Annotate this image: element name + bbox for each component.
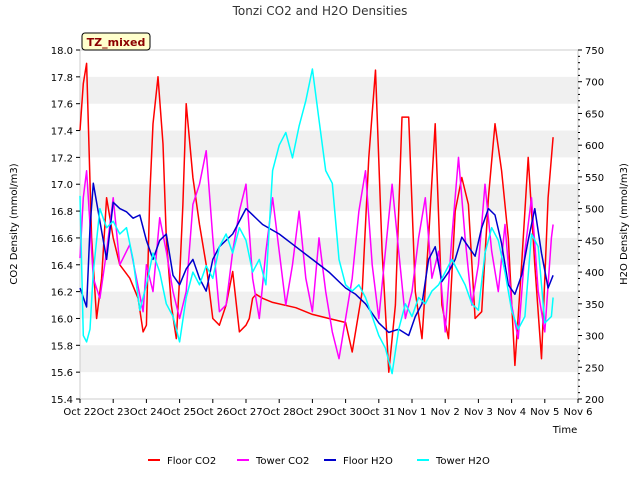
- y-right-tick-label: 300: [585, 332, 604, 343]
- y-left-tick-label: 17.6: [51, 100, 73, 111]
- y-right-tick-label: 250: [585, 363, 604, 374]
- y-axis-left-title: CO2 Density (mmol/m3): [9, 163, 20, 284]
- site-badge: TZ_mixed: [81, 32, 151, 51]
- y-left-tick-label: 15.8: [51, 341, 73, 352]
- x-tick-label: Nov 2: [431, 407, 460, 418]
- series-line-floor-h2o: [79, 182, 554, 337]
- y-left-tick-label: 15.6: [51, 368, 73, 379]
- y-right-tick-label: 600: [585, 141, 604, 152]
- x-tick-label: Oct 31: [362, 407, 395, 418]
- site-badge-box: [81, 32, 151, 51]
- x-tick-label: Oct 27: [229, 407, 262, 418]
- y-right-tick-label: 350: [585, 300, 604, 311]
- x-tick-label: Nov 3: [464, 407, 493, 418]
- x-tick-label: Oct 24: [130, 407, 163, 418]
- y-left-tick-label: 17.2: [51, 153, 73, 164]
- x-tick-label: Nov 4: [497, 407, 526, 418]
- y-right-tick-label: 700: [585, 78, 604, 89]
- y-right-tick-label: 650: [585, 109, 604, 120]
- x-tick-label: Oct 28: [263, 407, 296, 418]
- grid-band: [80, 184, 578, 212]
- y-axis-right-title: H2O Density (mmol/m3): [619, 163, 630, 285]
- y-left-tick-label: 16.2: [51, 288, 73, 299]
- y-left-tick-label: 16.8: [51, 207, 73, 218]
- grid-band: [80, 130, 578, 158]
- legend-label: Floor CO2: [167, 456, 216, 467]
- x-tick-label: Nov 1: [397, 407, 426, 418]
- y-right-tick-label: 400: [585, 268, 604, 279]
- grid-band: [80, 237, 578, 265]
- legend-label: Floor H2O: [343, 456, 393, 467]
- series-layer: [79, 62, 554, 375]
- y-right-tick-label: 550: [585, 173, 604, 184]
- y-right-tick-label: 500: [585, 205, 604, 216]
- legend: Floor CO2 Tower CO2 Floor H2O Tower H2O: [148, 456, 490, 467]
- y-left-tick-label: 16.6: [51, 234, 73, 245]
- grid-band: [80, 76, 578, 104]
- y-left-tick-label: 16.0: [51, 314, 73, 325]
- grid-bands: [80, 76, 578, 373]
- y-right-tick-label: 450: [585, 236, 604, 247]
- x-tick-label: Nov 6: [563, 407, 592, 418]
- y-left-tick-label: 17.8: [51, 73, 73, 84]
- site-badge-label: TZ_mixed: [87, 36, 146, 49]
- x-tick-label: Oct 26: [196, 407, 229, 418]
- grid-band: [80, 345, 578, 373]
- x-tick-label: Oct 22: [63, 407, 96, 418]
- x-tick-label: Oct 25: [163, 407, 196, 418]
- y-right-tick-label: 200: [585, 395, 604, 406]
- x-axis: Oct 22 Oct 23 Oct 24 Oct 25 Oct 26 Oct 27 Oct …: [63, 399, 593, 418]
- y-left-tick-label: 18.0: [51, 46, 73, 57]
- legend-label: Tower H2O: [435, 456, 490, 467]
- y-left-tick-label: 15.4: [51, 395, 73, 406]
- y-axis-right: 200 250 300 350 400 450 500 550 600 650 700 750: [578, 46, 604, 406]
- series-line-tower-h2o: [79, 68, 554, 375]
- y-right-tick-label: 750: [585, 46, 604, 57]
- y-left-tick-label: 16.4: [51, 261, 73, 272]
- x-tick-label: Oct 30: [329, 407, 362, 418]
- legend-label: Tower CO2: [255, 456, 309, 467]
- y-left-tick-label: 17.0: [51, 180, 73, 191]
- y-left-tick-label: 17.4: [51, 127, 73, 138]
- y-axis-left: 15.4 15.6 15.8 16.0 16.2 16.4 16.6 16.8 17.0 17.2…: [51, 46, 80, 406]
- x-axis-title: Time: [552, 425, 577, 436]
- chart-title: Tonzi CO2 and H2O Densities: [232, 4, 408, 18]
- x-tick-label: Oct 29: [296, 407, 329, 418]
- x-tick-label: Oct 23: [97, 407, 130, 418]
- x-tick-label: Nov 5: [530, 407, 559, 418]
- series-line-floor-co2: [79, 62, 554, 373]
